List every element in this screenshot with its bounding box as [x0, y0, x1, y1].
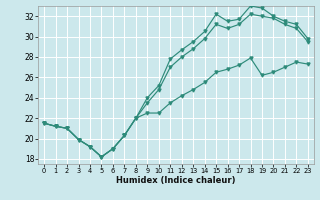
X-axis label: Humidex (Indice chaleur): Humidex (Indice chaleur) — [116, 176, 236, 185]
